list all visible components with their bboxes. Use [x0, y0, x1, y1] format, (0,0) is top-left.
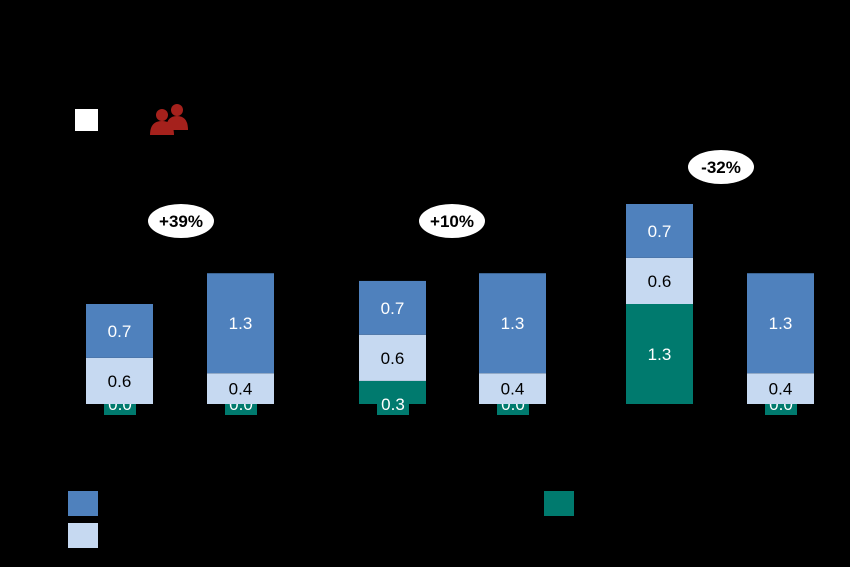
bar-value-label: 0.7: [108, 322, 132, 341]
bar-value-tag: [377, 393, 409, 415]
white-square-icon: [75, 109, 98, 131]
bar-value-label: 0.6: [108, 372, 132, 391]
legend: [68, 491, 574, 548]
bar-value-label: 0.7: [381, 299, 405, 318]
bar-segment-middle: [86, 357, 153, 404]
bar-segment-top: [359, 280, 426, 335]
bar-segment-top: [479, 273, 546, 374]
bar-stack: 0.3 0.6 0.7: [359, 280, 426, 415]
bar-segment-middle: [359, 334, 426, 381]
bar-segment-bottom: [359, 380, 426, 404]
change-badges: +39% +10% -32%: [148, 150, 754, 238]
change-badge: +10%: [419, 204, 485, 238]
legend-swatch-top: [68, 491, 98, 516]
change-badge-bg: [148, 204, 214, 238]
bar-stack: 1.3 0.6 0.7: [626, 204, 693, 404]
legend-swatch-middle: [68, 523, 98, 548]
bar-segment-middle: [479, 373, 546, 404]
bar-segment-top: [626, 204, 693, 258]
bars: 0.00.60.70.00.41.30.30.60.70.00.41.31.30…: [86, 204, 814, 415]
bar-value-label: 0.6: [381, 349, 405, 368]
bar-value-label: 0.4: [769, 380, 793, 399]
bar-segment-middle: [626, 257, 693, 304]
bar-stack: 0.00.60.7: [86, 304, 153, 415]
bar-segment-middle: [747, 373, 814, 404]
bar-value-label: 0.3: [381, 395, 405, 414]
bar-value-label: 0.4: [501, 380, 525, 399]
change-badge-bg: [419, 204, 485, 238]
bar-value-label: 0.7: [648, 222, 672, 241]
people-icon: [150, 104, 188, 135]
bar-value-label: 0.4: [229, 380, 253, 399]
change-badge: -32%: [688, 150, 754, 184]
bar-value-label: 0.6: [648, 272, 672, 291]
change-badge-bg: [688, 150, 754, 184]
bar-segment-top: [86, 304, 153, 358]
bar-segment-top: [207, 273, 274, 374]
change-badge: +39%: [148, 204, 214, 238]
bar-stack: 0.00.41.3: [479, 273, 546, 415]
bar-stack: 0.00.41.3: [207, 273, 274, 415]
change-badge-label: +10%: [430, 212, 474, 231]
bar-value-label: 1.3: [769, 314, 793, 333]
change-badge-label: +39%: [159, 212, 203, 231]
bar-value-label: 1.3: [229, 314, 253, 333]
legend-swatch-bottom: [544, 491, 574, 516]
header: [75, 104, 188, 135]
change-badge-label: -32%: [701, 158, 741, 177]
bar-segment-bottom: [626, 304, 693, 404]
bar-value-label: 1.3: [648, 345, 672, 364]
bar-stack: 0.00.41.3: [747, 273, 814, 415]
bar-segment-top: [747, 273, 814, 374]
bar-segment-middle: [207, 373, 274, 404]
bar-value-label: 1.3: [501, 314, 525, 333]
